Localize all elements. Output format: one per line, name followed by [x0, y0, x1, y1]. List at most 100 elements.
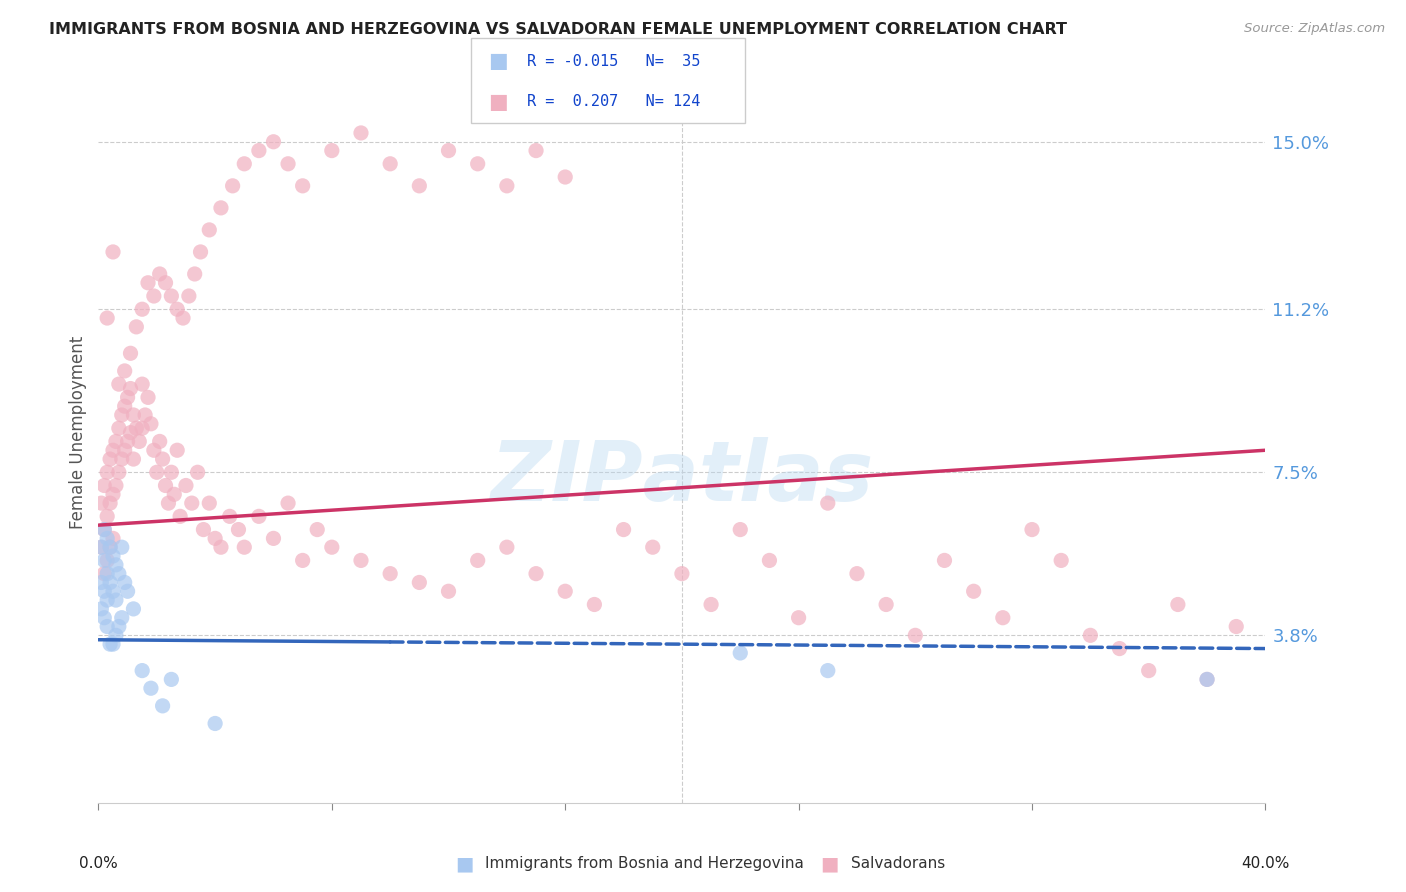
Point: [120, 346, 142, 360]
Point: [183, 267, 205, 281]
Point: [787, 610, 810, 624]
Point: [875, 598, 897, 612]
Point: [131, 421, 153, 435]
Point: [98, 452, 121, 467]
Point: [291, 553, 314, 567]
Point: [131, 664, 153, 678]
Y-axis label: Female Unemployment: Female Unemployment: [69, 336, 87, 529]
Point: [166, 302, 188, 317]
Point: [233, 540, 256, 554]
Point: [408, 178, 430, 193]
Point: [117, 434, 139, 449]
Point: [730, 646, 752, 660]
Point: [142, 289, 165, 303]
Point: [111, 408, 134, 422]
Point: [350, 553, 373, 567]
Text: Salvadorans: Salvadorans: [851, 856, 945, 871]
Point: [198, 223, 221, 237]
Point: [96, 566, 118, 581]
Point: [108, 421, 131, 435]
Point: [554, 584, 576, 599]
Point: [111, 610, 134, 624]
Point: [730, 523, 752, 537]
Point: [180, 496, 202, 510]
Point: [134, 408, 156, 422]
Point: [108, 619, 131, 633]
Point: [1050, 553, 1073, 567]
Point: [93, 610, 115, 624]
Point: [1195, 673, 1218, 687]
Point: [90, 602, 112, 616]
Point: [98, 540, 121, 554]
Point: [321, 144, 343, 158]
Text: 0.0%: 0.0%: [79, 855, 118, 871]
Point: [247, 509, 270, 524]
Text: ■: ■: [488, 51, 508, 71]
Point: [111, 540, 134, 554]
Point: [93, 523, 115, 537]
Point: [101, 443, 124, 458]
Point: [209, 540, 232, 554]
Point: [524, 566, 547, 581]
Point: [104, 593, 127, 607]
Point: [101, 532, 124, 546]
Point: [117, 584, 139, 599]
Point: [160, 673, 183, 687]
Point: [136, 276, 159, 290]
Point: [262, 532, 284, 546]
Point: [496, 540, 519, 554]
Point: [172, 311, 194, 326]
Point: [174, 478, 197, 492]
Point: [131, 377, 153, 392]
Point: [139, 681, 162, 696]
Point: [380, 566, 402, 581]
Point: [149, 434, 172, 449]
Text: IMMIGRANTS FROM BOSNIA AND HERZEGOVINA VS SALVADORAN FEMALE UNEMPLOYMENT CORRELA: IMMIGRANTS FROM BOSNIA AND HERZEGOVINA V…: [49, 22, 1067, 37]
Point: [1225, 619, 1247, 633]
Point: [817, 664, 839, 678]
Point: [120, 382, 142, 396]
Point: [108, 465, 131, 479]
Text: Immigrants from Bosnia and Herzegovina: Immigrants from Bosnia and Herzegovina: [485, 856, 804, 871]
Point: [496, 178, 519, 193]
Point: [1137, 664, 1160, 678]
Point: [136, 390, 159, 404]
Point: [437, 144, 460, 158]
Point: [117, 390, 139, 404]
Point: [96, 509, 118, 524]
Point: [122, 602, 145, 616]
Point: [962, 584, 984, 599]
Point: [96, 553, 118, 567]
Point: [904, 628, 927, 642]
Point: [612, 523, 634, 537]
Point: [177, 289, 200, 303]
Point: [307, 523, 329, 537]
Point: [146, 465, 169, 479]
Point: [187, 465, 209, 479]
Point: [131, 302, 153, 317]
Point: [98, 496, 121, 510]
Point: [228, 523, 250, 537]
Point: [101, 244, 124, 259]
Point: [204, 532, 226, 546]
Point: [101, 487, 124, 501]
Point: [277, 496, 299, 510]
Point: [149, 267, 172, 281]
Point: [700, 598, 723, 612]
Point: [1021, 523, 1043, 537]
Point: [98, 540, 121, 554]
Point: [163, 487, 186, 501]
Point: [467, 157, 489, 171]
Text: ■: ■: [488, 92, 508, 112]
Point: [93, 553, 115, 567]
Point: [554, 169, 576, 184]
Point: [408, 575, 430, 590]
Point: [321, 540, 343, 554]
Point: [98, 575, 121, 590]
Point: [846, 566, 869, 581]
Point: [1167, 598, 1189, 612]
Point: [114, 575, 136, 590]
Point: [380, 157, 402, 171]
Point: [122, 408, 145, 422]
Point: [247, 144, 270, 158]
